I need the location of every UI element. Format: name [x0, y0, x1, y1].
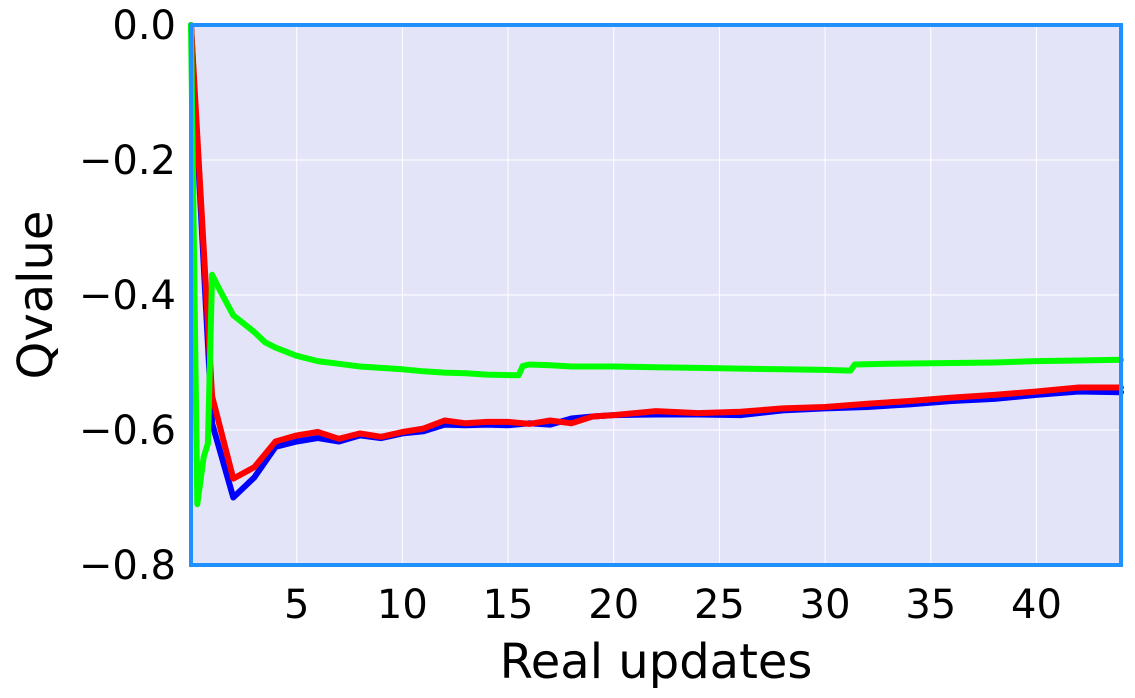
x-tick-labels: 5 10 15 20 25 30 35 40: [284, 582, 1062, 628]
x-tick-label-30: 30: [800, 582, 851, 628]
x-tick-label-15: 15: [483, 582, 534, 628]
y-tick-label-3: −0.6: [79, 408, 176, 454]
x-tick-label-35: 35: [905, 582, 956, 628]
y-tick-label-0: 0.0: [112, 3, 176, 49]
y-tick-label-4: −0.8: [79, 543, 176, 589]
x-axis-title: Real updates: [500, 634, 813, 690]
x-tick-label-40: 40: [1011, 582, 1062, 628]
series-green-line: [188, 22, 1124, 508]
plot-frame: [189, 23, 1123, 567]
series-lines: [188, 22, 1124, 508]
x-tick-label-20: 20: [588, 582, 639, 628]
series-red-line: [188, 22, 1124, 482]
y-tick-label-2: −0.4: [79, 273, 176, 319]
y-axis-title: Qvalue: [8, 211, 64, 380]
y-tick-label-1: −0.2: [79, 138, 176, 184]
x-tick-label-5: 5: [284, 582, 309, 628]
x-tick-label-10: 10: [377, 582, 428, 628]
x-tick-label-25: 25: [694, 582, 745, 628]
y-tick-labels: 0.0 −0.2 −0.4 −0.6 −0.8: [79, 3, 176, 589]
